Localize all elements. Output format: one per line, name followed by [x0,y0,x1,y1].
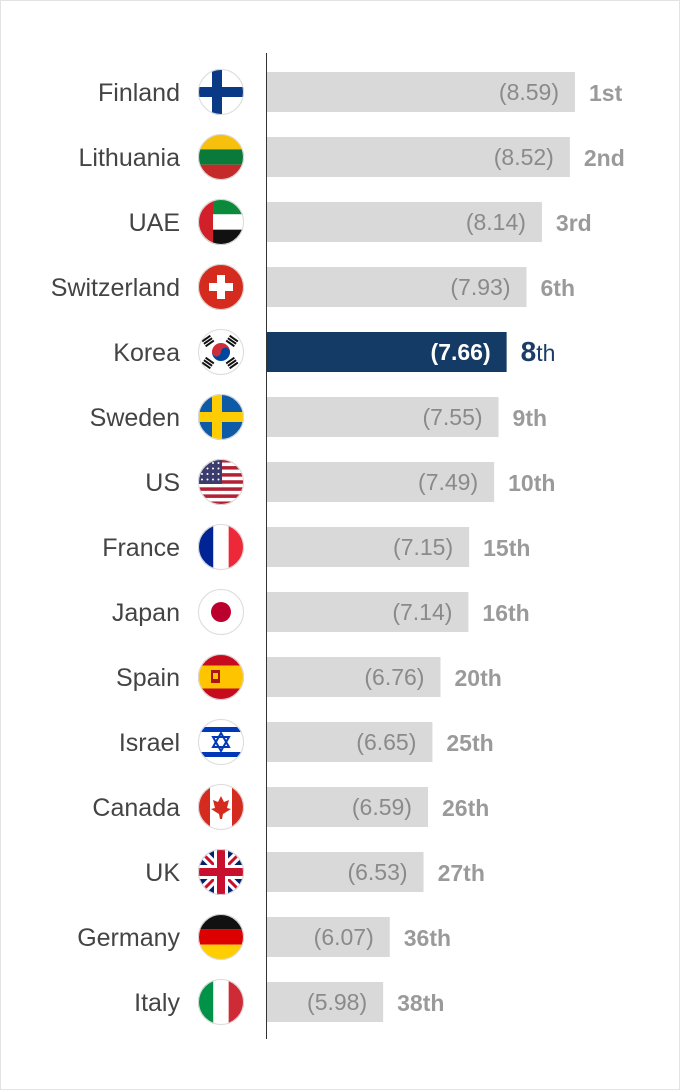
chart-row: France (7.15) 15th [102,524,530,570]
sweden-flag-icon [198,394,244,440]
value-label: (8.14) [466,209,526,235]
finland-flag-icon [198,69,244,115]
rank-label: 1st [589,80,623,106]
rank-label: 15th [483,535,530,561]
italy-flag-icon [198,979,244,1025]
value-label: (7.14) [392,599,452,625]
rank-label: 26th [442,795,489,821]
chart-row: Italy (5.98) 38th [134,979,444,1025]
rank-label: 25th [446,730,493,756]
country-label: US [145,469,180,497]
value-label: (7.15) [393,534,453,560]
chart-row: US (7.49) 10th [145,459,555,505]
uk-flag-icon [198,849,244,895]
us-flag-icon [198,459,244,505]
chart-row: Spain (6.76) 20th [116,654,502,700]
country-label: Italy [134,989,180,1017]
country-label: Finland [98,79,180,107]
country-label: Lithuania [79,144,181,172]
korea-flag-icon [198,329,244,375]
value-label: (8.59) [499,79,559,105]
chart-row: Japan (7.14) 16th [112,589,530,635]
chart-row: Sweden (7.55) 9th [90,394,547,440]
rank-label: 20th [454,665,501,691]
chart-row: Korea (7.66) 8th [113,329,555,375]
rank-label: 36th [404,925,451,951]
value-label: (7.49) [418,469,478,495]
value-label: (8.52) [494,144,554,170]
rank-label: 3rd [556,210,592,236]
rank-label: 6th [540,275,575,301]
bar [267,592,469,632]
country-label: Sweden [90,404,180,432]
bar [267,657,441,697]
switzerland-flag-icon [198,264,244,310]
country-label: Canada [92,794,180,822]
bar [267,397,499,437]
chart-row: Finland (8.59) 1st [98,69,623,115]
bar [267,722,433,762]
bar [267,462,495,502]
japan-flag-icon [198,589,244,635]
rank-label: 10th [508,470,555,496]
country-label: Israel [119,729,180,757]
canada-flag-icon [198,784,244,830]
israel-flag-icon [198,719,244,765]
value-label: (6.65) [356,729,416,755]
value-label: (7.66) [431,339,491,365]
bar [267,527,470,567]
bar [267,267,527,307]
bar [267,787,428,827]
value-label: (5.98) [307,989,367,1015]
chart-row: UK (6.53) 27th [145,849,485,895]
bar [267,982,384,1022]
bar [267,137,570,177]
country-label: Japan [112,599,180,627]
country-label: Switzerland [51,274,180,302]
country-label: Spain [116,664,180,692]
value-label: (7.93) [450,274,510,300]
chart-row: Canada (6.59) 26th [92,784,489,830]
chart-row: Germany (6.07) 36th [77,914,451,960]
spain-flag-icon [198,654,244,700]
bar [267,332,507,372]
value-label: (6.07) [314,924,374,950]
bar [267,72,575,112]
lithuania-flag-icon [198,134,244,180]
country-label: France [102,534,180,562]
bar [267,917,390,957]
rank-label: 9th [513,405,548,431]
value-label: (7.55) [422,404,482,430]
bar [267,202,542,242]
country-label: UAE [129,209,180,237]
rank-label: 16th [482,600,529,626]
country-label: Korea [113,339,180,367]
rank-label: 2nd [584,145,625,171]
france-flag-icon [198,524,244,570]
value-label: (6.59) [352,794,412,820]
country-label: Germany [77,924,180,952]
germany-flag-icon [198,914,244,960]
rank-label: 27th [438,860,485,886]
chart-row: Israel (6.65) 25th [119,719,494,765]
chart-row: Lithuania (8.52) 2nd [79,134,625,180]
value-label: (6.76) [364,664,424,690]
value-label: (6.53) [347,859,407,885]
country-label: UK [145,859,180,887]
chart-row: Switzerland (7.93) 6th [51,264,575,310]
uae-flag-icon [198,199,244,245]
bar [267,852,424,892]
rank-label: 8th [521,336,556,367]
chart-row: UAE (8.14) 3rd [129,199,592,245]
rank-label: 38th [397,990,444,1016]
